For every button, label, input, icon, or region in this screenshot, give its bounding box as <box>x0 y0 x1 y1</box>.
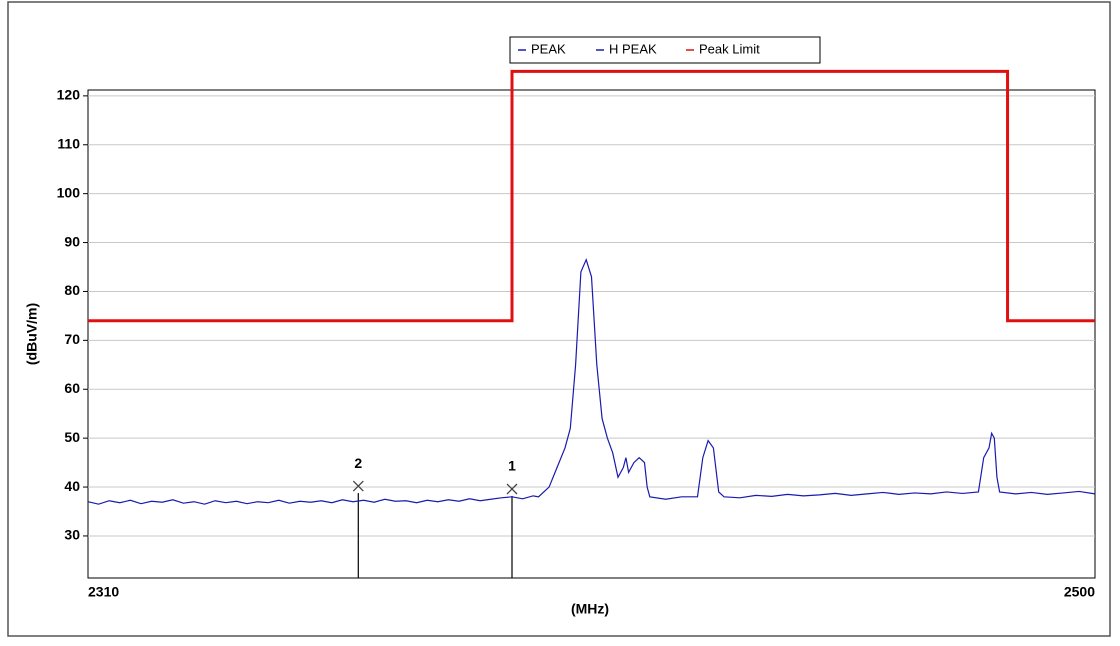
legend-label: H PEAK <box>609 41 657 56</box>
x-tick-label: 2310 <box>88 584 119 600</box>
series-line <box>88 69 1095 323</box>
y-tick-label: 110 <box>57 135 80 151</box>
y-tick-label: 90 <box>64 233 80 249</box>
marker-label: 2 <box>354 455 362 471</box>
y-tick-label: 100 <box>57 184 81 200</box>
legend <box>509 36 821 64</box>
marker <box>506 483 518 495</box>
x-tick-label: 2500 <box>1064 584 1095 600</box>
y-tick-label: 80 <box>64 282 80 298</box>
y-tick-label: 50 <box>64 429 80 445</box>
marker <box>352 480 364 492</box>
legend-label: PEAK <box>531 41 566 56</box>
series-line <box>87 257 1096 505</box>
plot-area <box>87 89 1096 579</box>
y-tick-label: 30 <box>64 527 80 543</box>
y-tick-label: 70 <box>64 331 80 347</box>
marker-label: 1 <box>508 458 516 474</box>
legend-label: Peak Limit <box>699 41 760 56</box>
y-axis-label: (dBuV/m) <box>24 303 40 365</box>
x-axis-label: (MHz) <box>571 601 609 617</box>
y-tick-label: 120 <box>57 87 81 103</box>
y-tick-label: 40 <box>64 478 80 494</box>
y-tick-label: 60 <box>64 380 80 396</box>
